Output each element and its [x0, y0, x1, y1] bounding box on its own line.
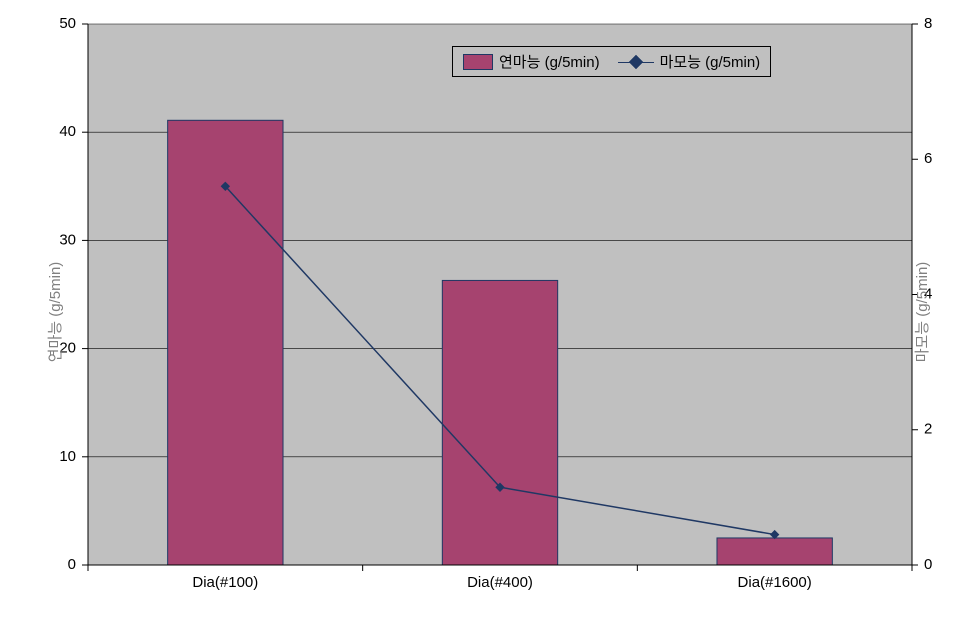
y-right-tick-label: 8: [924, 15, 932, 32]
bar: [442, 280, 557, 565]
x-tick-label: Dia(#100): [192, 574, 258, 591]
x-tick-label: Dia(#400): [467, 574, 533, 591]
legend-swatch-line: [618, 55, 654, 69]
y-axis-right-label: 마모능 (g/5min): [911, 261, 932, 362]
y-right-tick-label: 0: [924, 556, 932, 573]
y-right-label-text: 마모능 (g/5min): [914, 261, 931, 362]
y-left-label-text: 연마능 (g/5min): [47, 261, 64, 362]
y-right-tick-label: 6: [924, 150, 932, 167]
y-axis-left-label: 연마능 (g/5min): [44, 261, 65, 362]
legend: 연마능 (g/5min) 마모능 (g/5min): [452, 46, 771, 77]
y-left-tick-label: 0: [68, 556, 76, 573]
y-left-tick-label: 10: [59, 448, 76, 465]
legend-label-line: 마모능 (g/5min): [660, 51, 761, 72]
y-left-tick-label: 30: [59, 231, 76, 248]
legend-swatch-bar: [463, 54, 493, 70]
legend-item-line: 마모능 (g/5min): [618, 51, 761, 72]
bar: [717, 538, 832, 565]
y-right-tick-label: 2: [924, 421, 932, 438]
legend-item-bar: 연마능 (g/5min): [463, 51, 600, 72]
y-left-tick-label: 50: [59, 15, 76, 32]
chart-svg: 0102030405002468Dia(#100)Dia(#400)Dia(#1…: [0, 0, 976, 623]
y-left-tick-label: 40: [59, 123, 76, 140]
x-tick-label: Dia(#1600): [738, 574, 812, 591]
chart-container: 연마능 (g/5min) 마모능 (g/5min) 01020304050024…: [0, 0, 976, 623]
legend-label-bar: 연마능 (g/5min): [499, 51, 600, 72]
